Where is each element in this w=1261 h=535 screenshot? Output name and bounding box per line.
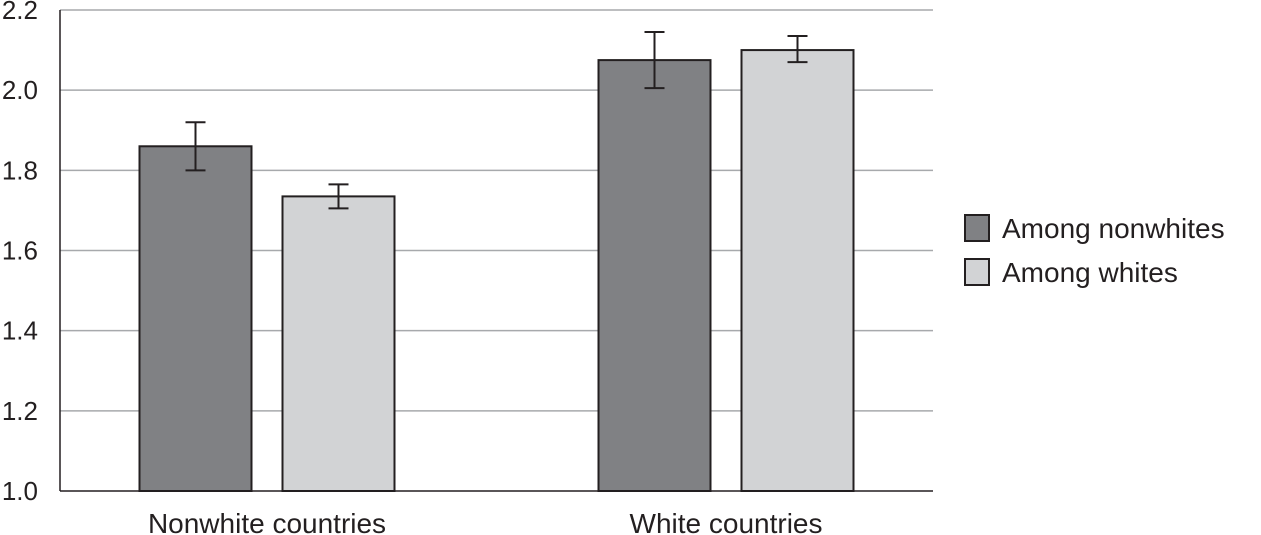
legend-swatch xyxy=(964,258,990,286)
bar xyxy=(281,195,396,492)
y-tick-label: 1.8 xyxy=(2,155,38,185)
y-tick-label: 1.4 xyxy=(2,316,38,346)
legend: Among nonwhites Among whites xyxy=(964,213,1225,288)
axes xyxy=(59,10,933,492)
legend-label: Among whites xyxy=(1002,257,1178,288)
bar xyxy=(138,145,253,493)
category-labels: Nonwhite countries White countries xyxy=(148,508,823,535)
bars xyxy=(138,49,855,493)
error-bars xyxy=(185,31,808,210)
y-tick-label: 2.0 xyxy=(2,75,38,105)
legend-label: Among nonwhites xyxy=(1002,213,1225,244)
y-tick-label: 1.0 xyxy=(2,476,38,506)
bar xyxy=(740,49,855,492)
y-tick-labels: 1.0 1.2 1.4 1.6 1.8 2.0 2.2 xyxy=(2,0,38,506)
category-label: Nonwhite countries xyxy=(148,508,386,535)
bar xyxy=(597,59,712,493)
y-tick-label: 1.2 xyxy=(2,396,38,426)
y-tick-label: 2.2 xyxy=(2,0,38,25)
legend-swatch xyxy=(964,214,990,242)
y-tick-label: 1.6 xyxy=(2,236,38,266)
category-label: White countries xyxy=(630,508,823,535)
